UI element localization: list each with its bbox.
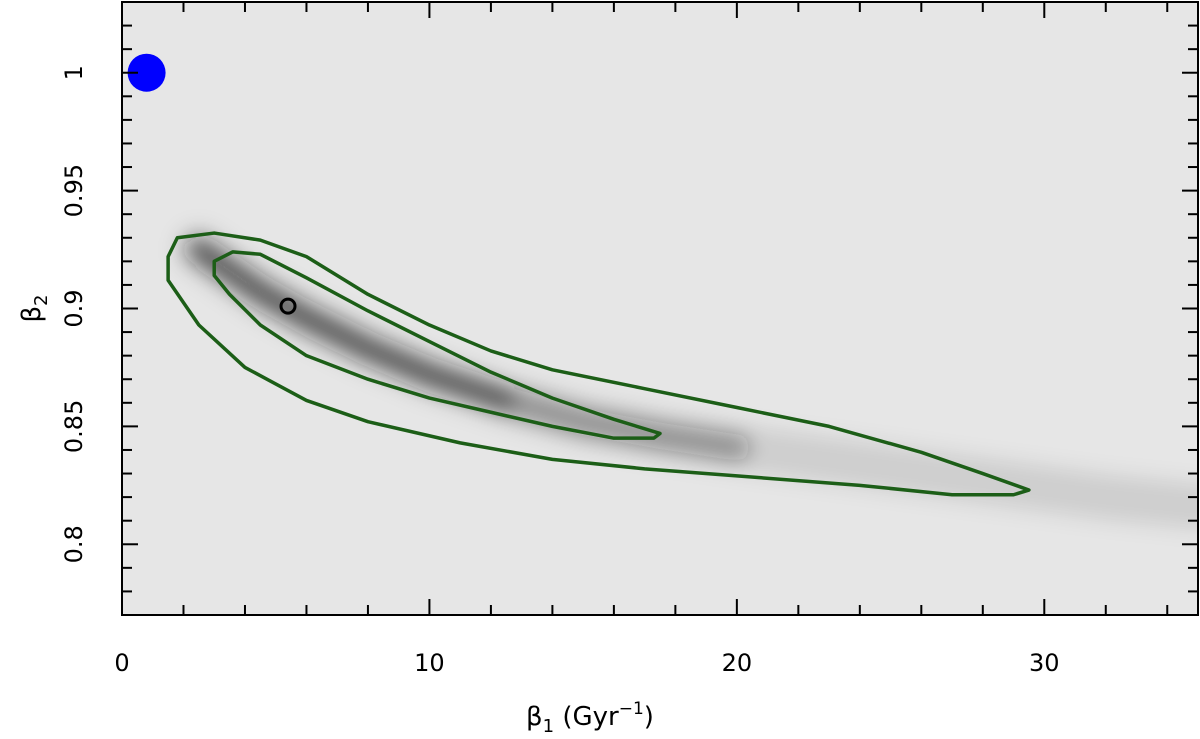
x-tick-label: 30 — [1029, 649, 1060, 677]
contour-outer — [166, 231, 1031, 497]
x-tick-label: 10 — [414, 649, 445, 677]
plot-frame — [121, 1, 1199, 616]
density-core — [190, 241, 515, 409]
x-tick-label: 0 — [114, 649, 129, 677]
point-best-fit — [279, 297, 297, 315]
y-tick-label: 0.85 — [60, 400, 88, 453]
density-layer — [175, 226, 1198, 530]
y-tick-label: 1 — [60, 65, 88, 80]
x-axis-title-unit-open: (Gyr — [554, 702, 619, 732]
y-axis-title: β2 — [17, 294, 52, 322]
x-axis-title: β1 (Gyr−1) — [526, 699, 654, 737]
contour-layer — [166, 231, 1031, 497]
y-tick-label: 0.9 — [60, 289, 88, 327]
point-reference — [127, 53, 166, 92]
y-axis-title-sub: 2 — [31, 294, 52, 305]
y-axis: 0.8 0.85 0.9 0.95 1 — [60, 1, 1198, 593]
x-axis-title-base: β — [526, 702, 543, 732]
x-axis-title-sub: 1 — [543, 716, 554, 737]
contour-inner — [212, 250, 662, 440]
x-tick-label: 20 — [722, 649, 753, 677]
x-axis-title-unit-sup: −1 — [619, 699, 644, 719]
density-ridge — [175, 226, 1198, 530]
y-tick-label: 0.95 — [60, 164, 88, 217]
y-tick-label: 0.8 — [60, 525, 88, 563]
x-axis-title-unit-close: ) — [644, 702, 654, 732]
y-axis-title-base: β — [17, 306, 47, 323]
point-layer — [127, 53, 297, 315]
